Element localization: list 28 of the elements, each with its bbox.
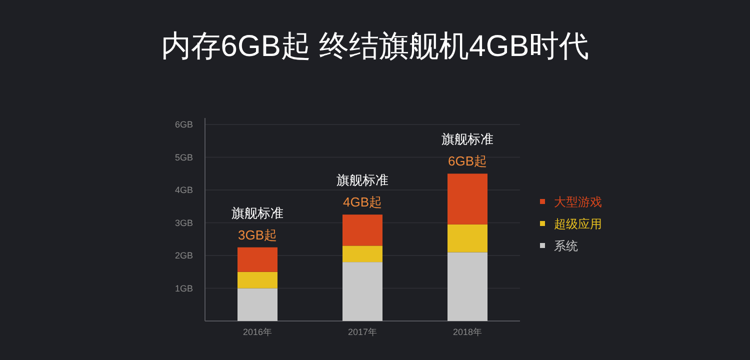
legend-label: 超级应用	[554, 217, 602, 231]
legend-label: 大型游戏	[554, 195, 602, 209]
bar	[342, 262, 382, 321]
x-tick-label: 2017年	[348, 327, 378, 337]
x-tick-label: 2018年	[452, 327, 482, 337]
y-tick-label: 6GB	[174, 120, 193, 130]
bar	[448, 224, 488, 252]
annotation: 6GB起	[448, 154, 488, 169]
legend-label: 系统	[554, 239, 578, 253]
bar	[238, 272, 278, 288]
bar	[448, 174, 488, 224]
annotation: 3GB起	[238, 227, 278, 242]
y-tick-label: 3GB	[174, 218, 193, 228]
annotation: 旗舰标准	[232, 205, 284, 220]
x-tick-label: 2016年	[242, 327, 272, 337]
bar	[342, 214, 382, 246]
bar	[342, 246, 382, 262]
annotation: 4GB起	[342, 194, 382, 210]
y-tick-label: 2GB	[174, 250, 193, 261]
y-tick-label: 5GB	[174, 152, 193, 162]
annotation: 旗舰标准	[442, 132, 494, 147]
bar	[238, 247, 278, 272]
bar	[238, 288, 278, 321]
y-tick-label: 4GB	[174, 185, 193, 196]
annotation: 旗舰标准	[336, 172, 388, 188]
bar	[448, 252, 488, 321]
chart-title: 内存6GB起 终结旗舰机4GB时代	[160, 30, 590, 63]
y-tick-label: 1GB	[174, 283, 193, 294]
